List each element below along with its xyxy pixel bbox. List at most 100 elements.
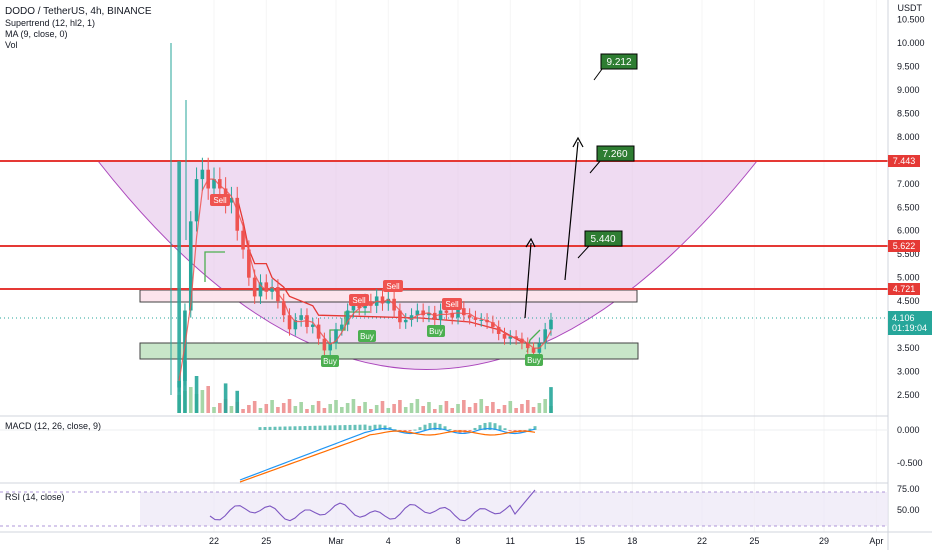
macd-histogram-bar xyxy=(468,430,472,431)
volume-bar xyxy=(200,390,205,413)
volume-bar xyxy=(229,406,234,413)
svg-text:Sell: Sell xyxy=(386,282,400,291)
volume-bar xyxy=(293,406,298,413)
time-tick: Mar xyxy=(328,536,344,546)
volume-bar xyxy=(334,400,338,413)
volume-bar xyxy=(409,403,414,413)
macd-histogram-bar xyxy=(318,425,322,430)
rsi-tick: 75.00 xyxy=(897,484,920,494)
candle-body xyxy=(287,315,292,330)
candle-body xyxy=(421,310,425,316)
volume-bar xyxy=(508,401,513,413)
candle-body xyxy=(328,343,332,351)
candle-body xyxy=(351,305,356,311)
rsi-label: RSI (14, close) xyxy=(5,492,65,502)
level-tag: 4.721 xyxy=(888,283,920,295)
volume-bar xyxy=(392,404,396,413)
candle-body xyxy=(345,310,350,325)
buy-signal: Buy xyxy=(358,330,376,342)
volume-bar xyxy=(467,407,472,413)
candle-body xyxy=(467,315,472,318)
time-tick: 18 xyxy=(627,536,637,546)
candle-body xyxy=(340,324,344,330)
macd-histogram-bar xyxy=(533,426,537,430)
chart-title: DODO / TetherUS, 4h, BINANCE xyxy=(5,6,152,17)
time-tick: 25 xyxy=(749,536,759,546)
volume-bar xyxy=(432,409,437,413)
volume-bar xyxy=(531,407,536,413)
macd-histogram-bar xyxy=(308,425,312,430)
time-tick: Apr xyxy=(869,536,883,546)
volume-bar xyxy=(456,404,460,413)
cup-pattern xyxy=(96,160,759,370)
volume-bar xyxy=(206,386,210,413)
price-tick: 7.000 xyxy=(897,179,920,189)
svg-text:7.443: 7.443 xyxy=(893,156,916,166)
volume-bar xyxy=(287,399,292,413)
macd-histogram-bar xyxy=(288,426,292,430)
time-axis[interactable]: 22 25 Mar 4 8 11 15 18 22 25 29 Apr xyxy=(209,536,883,546)
macd-histogram-bar xyxy=(363,424,367,430)
time-tick: 29 xyxy=(819,536,829,546)
volume-bar xyxy=(485,406,489,413)
macd-histogram-bar xyxy=(408,430,412,432)
candle-body xyxy=(322,338,327,351)
candle-body xyxy=(310,324,315,327)
macd-histogram-bar xyxy=(488,422,492,430)
svg-text:Sell: Sell xyxy=(213,196,227,205)
volume-bar xyxy=(403,407,408,413)
macd-histogram-bar xyxy=(493,423,497,430)
macd-histogram-bar xyxy=(263,427,267,430)
macd-histogram-bar xyxy=(383,425,387,430)
candle-body xyxy=(491,322,495,327)
svg-text:01:19:04: 01:19:04 xyxy=(892,323,927,333)
volume-bar xyxy=(212,407,216,413)
candle-body xyxy=(229,197,234,203)
volume-bars xyxy=(177,161,553,413)
price-tick: 6.500 xyxy=(897,202,920,212)
macd-histogram-bar xyxy=(403,430,407,432)
time-tick: 4 xyxy=(386,536,391,546)
svg-text:Buy: Buy xyxy=(323,357,337,366)
macd-histogram-bar xyxy=(373,424,377,430)
volume-bar xyxy=(310,405,315,413)
rsi-tick: 50.00 xyxy=(897,505,920,515)
macd-histogram-bar xyxy=(258,427,262,430)
candle-body xyxy=(270,287,274,292)
candle-body xyxy=(241,230,245,250)
projection-arrows xyxy=(524,136,584,319)
price-tick: 8.500 xyxy=(897,108,920,118)
candle-body xyxy=(386,298,391,304)
time-tick: 25 xyxy=(261,536,271,546)
macd-histogram-bar xyxy=(268,426,272,430)
candle-body xyxy=(380,296,385,304)
candle-body xyxy=(281,301,286,316)
macd-histogram-bar xyxy=(353,424,357,430)
sell-signal: Sell xyxy=(383,280,403,292)
volume-bar xyxy=(491,402,495,413)
candle-body xyxy=(508,336,513,339)
volume-bar xyxy=(369,409,373,413)
price-tick: 10.000 xyxy=(897,38,925,48)
macd-histogram-bar xyxy=(478,425,482,430)
volume-bar xyxy=(258,408,263,413)
volume-bar xyxy=(438,405,443,413)
candle-body xyxy=(427,312,431,316)
macd-histogram-bar xyxy=(443,426,447,430)
macd-histogram-bar xyxy=(303,426,307,430)
macd-histogram-bar xyxy=(278,426,282,430)
candle-body xyxy=(188,221,193,311)
candle-body xyxy=(212,179,216,189)
level-tag: 5.622 xyxy=(888,240,920,252)
price-tick: 5.000 xyxy=(897,273,920,283)
svg-text:4.106: 4.106 xyxy=(892,313,915,323)
macd-histogram-bar xyxy=(428,423,432,430)
macd-histogram-bar xyxy=(483,422,487,430)
volume-bar xyxy=(345,403,350,413)
time-tick: 8 xyxy=(456,536,461,546)
svg-text:Buy: Buy xyxy=(527,356,541,365)
svg-text:Sell: Sell xyxy=(445,300,459,309)
volume-bar xyxy=(444,401,449,413)
macd-histogram-bar xyxy=(423,424,427,430)
